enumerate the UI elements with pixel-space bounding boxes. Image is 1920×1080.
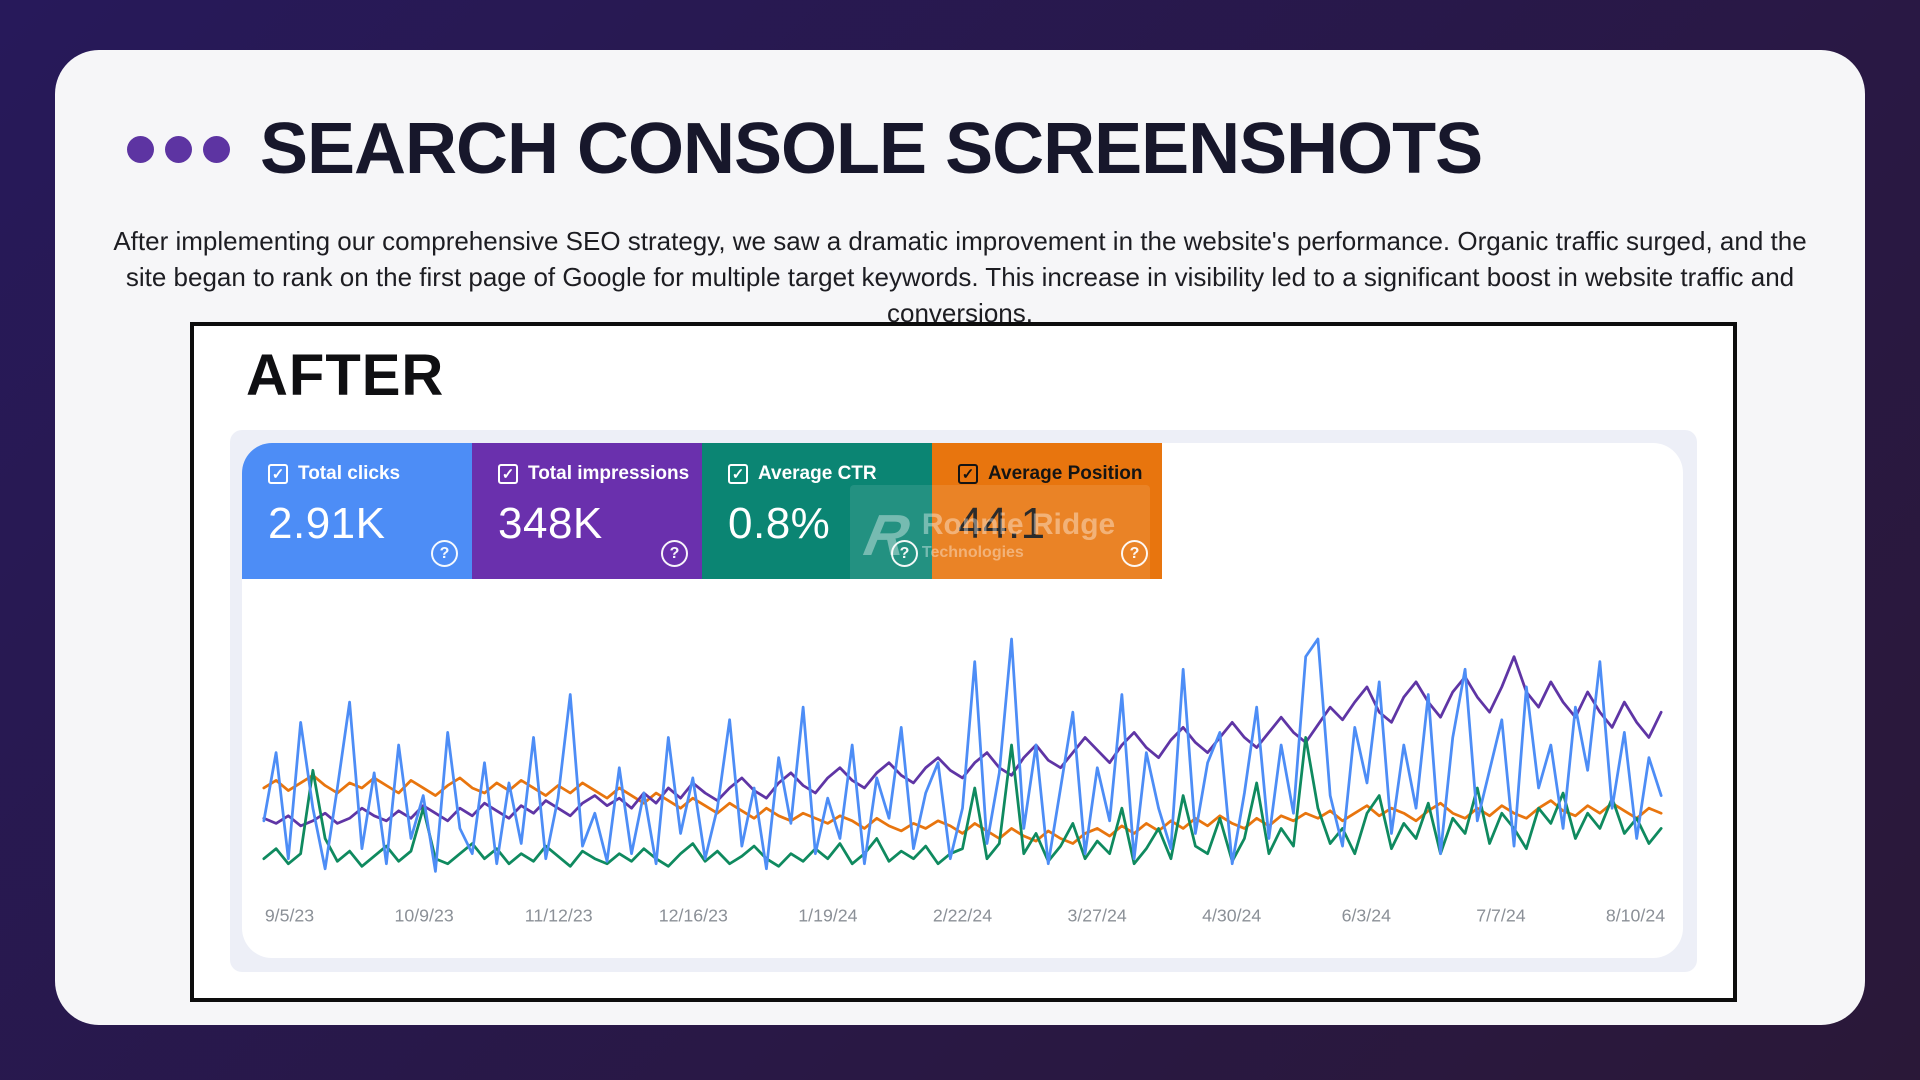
x-axis-tick-label: 1/19/24: [798, 905, 857, 925]
checkbox-checked-icon[interactable]: ✓: [268, 464, 288, 484]
x-axis-tick-label: 7/7/24: [1476, 905, 1525, 925]
checkbox-checked-icon[interactable]: ✓: [498, 464, 518, 484]
gsc-chart-svg: 9/5/23 10/9/23 11/12/23 12/16/23 1/19/24 2/22…: [262, 637, 1665, 925]
x-axis-tick-label: 2/22/24: [933, 905, 992, 925]
metric-card-total-clicks[interactable]: ✓ Total clicks 2.91K ?: [242, 443, 472, 579]
search-console-panel: ✓ Total clicks 2.91K ? ✓ Total impressio…: [242, 443, 1683, 958]
metric-value: 44.1: [958, 499, 1046, 548]
chart-line-total-clicks: [262, 637, 1663, 873]
metric-value: 348K: [498, 499, 603, 548]
page-title: SEARCH CONSOLE SCREENSHOTS: [260, 109, 1483, 189]
metric-card-average-position[interactable]: ✓ Average Position 44.1 ?: [932, 443, 1162, 579]
help-icon[interactable]: ?: [1121, 540, 1148, 567]
metric-label: Total clicks: [298, 463, 401, 484]
metric-card-average-ctr[interactable]: ✓ Average CTR 0.8% ?: [702, 443, 932, 579]
metric-label: Total impressions: [528, 463, 690, 484]
help-icon[interactable]: ?: [891, 540, 918, 567]
help-icon[interactable]: ?: [431, 540, 458, 567]
accent-dot-icon: [203, 135, 230, 163]
x-axis-tick-label: 6/3/24: [1342, 905, 1391, 925]
after-label: AFTER: [246, 343, 445, 408]
accent-dots: [127, 135, 230, 163]
chart-line-average-position: [262, 773, 1663, 845]
x-axis-tick-label: 4/30/24: [1202, 905, 1261, 925]
slide-header: SEARCH CONSOLE SCREENSHOTS: [55, 50, 1865, 190]
metric-value: 0.8%: [728, 499, 831, 548]
chart-line-average-ctr: [262, 736, 1663, 868]
accent-dot-icon: [165, 135, 192, 163]
intro-paragraph: After implementing our comprehensive SEO…: [113, 226, 1807, 328]
metric-value: 2.91K: [268, 499, 386, 548]
metric-card-total-impressions[interactable]: ✓ Total impressions 348K ?: [472, 443, 702, 579]
metric-label: Average Position: [988, 463, 1143, 484]
x-axis-tick-label: 12/16/23: [659, 905, 728, 925]
checkbox-checked-icon[interactable]: ✓: [958, 464, 978, 484]
metric-cards-row: ✓ Total clicks 2.91K ? ✓ Total impressio…: [242, 443, 1162, 579]
slide-card: SEARCH CONSOLE SCREENSHOTS After impleme…: [55, 50, 1865, 1025]
performance-chart: 9/5/23 10/9/23 11/12/23 12/16/23 1/19/24 2/22…: [252, 591, 1673, 951]
metric-label: Average CTR: [758, 463, 877, 484]
x-axis-tick-label: 8/10/24: [1606, 905, 1665, 925]
x-axis-tick-label: 10/9/23: [394, 905, 453, 925]
accent-dot-icon: [127, 135, 154, 163]
checkbox-checked-icon[interactable]: ✓: [728, 464, 748, 484]
x-axis-tick-label: 9/5/23: [265, 905, 314, 925]
search-console-background: ✓ Total clicks 2.91K ? ✓ Total impressio…: [230, 430, 1697, 972]
help-icon[interactable]: ?: [661, 540, 688, 567]
screenshot-frame: AFTER ✓ Total clicks 2.91K ? ✓: [190, 322, 1737, 1002]
x-axis-tick-label: 11/12/23: [525, 905, 593, 925]
x-axis-tick-label: 3/27/24: [1067, 905, 1126, 925]
